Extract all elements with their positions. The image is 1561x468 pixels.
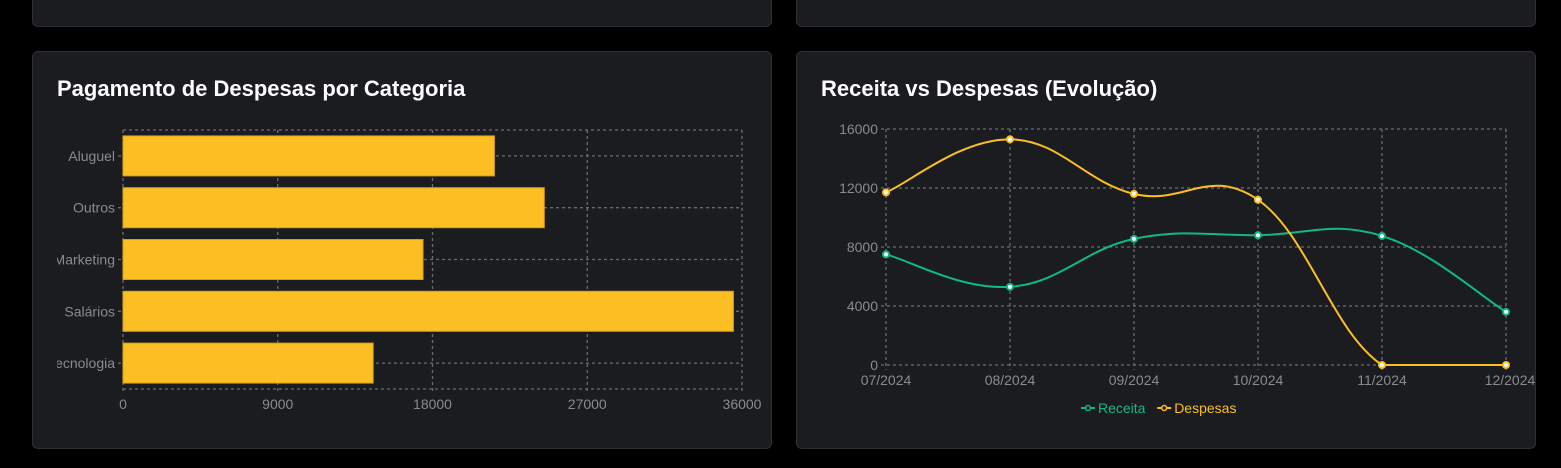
y-tick-label: Aluguel [68,148,115,164]
y-tick-label: 16000 [839,121,878,137]
x-tick-label: 0 [119,396,127,412]
legend-label: Despesas [1174,400,1236,416]
y-tick-label: Salários [64,303,115,319]
x-tick-label: 18000 [413,396,452,412]
data-point-despesas [1006,135,1014,144]
bar-aluguel [122,135,495,177]
x-tick-label: 12/2024 [1485,372,1536,388]
data-point-despesas [1378,361,1386,369]
y-tick-label: 4000 [847,298,878,314]
data-point-receita [1254,231,1262,240]
x-tick-label: 09/2024 [1109,372,1160,388]
x-tick-label: 08/2024 [985,372,1036,388]
chart-title: Receita vs Despesas (Evolução) [821,76,1158,101]
data-point-receita [1006,282,1014,291]
legend-label: Receita [1098,400,1146,416]
line-chart: 0 4000 8000 12000 16000 07/2024 08/2024 09/2024… [839,121,1536,416]
x-tick-label: 36000 [723,396,762,412]
data-point-despesas [882,188,890,197]
legend-marker-icon [1084,404,1092,412]
bar-marketing [122,239,424,280]
data-point-receita [1378,231,1386,240]
bar-chart: 0 9000 18000 27000 36000 Aluguel Outros Marketi… [48,129,762,412]
y-tick-label: 0 [870,357,878,373]
legend-item-receita[interactable]: Receita [1081,400,1146,416]
top-right-card [796,0,1536,27]
data-point-despesas [1130,189,1138,198]
legend: Receita Despesas [1081,400,1236,416]
bar-tecnologia [122,342,374,384]
y-tick-label: 12000 [839,180,878,196]
y-tick-label: 8000 [847,239,878,255]
legend-marker-icon [1160,404,1168,412]
revenue-vs-expenses-card: Receita vs Despesas (Evolução) 0 4000 8000… [796,51,1536,449]
legend-item-despesas[interactable]: Despesas [1157,400,1236,416]
data-point-receita [1130,234,1138,243]
x-tick-label: 11/2024 [1357,372,1407,388]
data-point-despesas [1254,195,1262,204]
line-despesas [885,138,1506,367]
bar-outros [122,187,545,229]
y-tick-label: Outros [73,200,115,216]
line-receita [885,227,1507,313]
chart-title: Pagamento de Despesas por Categoria [57,76,466,101]
y-tick-label: Marketing [54,252,115,268]
y-tick-label: Tecnologia [48,355,115,371]
x-tick-label: 27000 [568,396,607,412]
data-point-receita [1502,307,1510,316]
x-tick-label: 07/2024 [861,372,912,388]
expenses-by-category-card: Pagamento de Despesas por Categoria 0 900… [32,51,772,449]
data-point-receita [882,250,890,259]
top-left-card [32,0,772,27]
x-tick-label: 9000 [262,396,293,412]
bar-salários [122,290,734,332]
data-point-despesas [1502,361,1510,369]
x-tick-label: 10/2024 [1233,372,1284,388]
bar-plot: 0 9000 18000 27000 36000 Aluguel Outros Marketi… [48,129,762,412]
